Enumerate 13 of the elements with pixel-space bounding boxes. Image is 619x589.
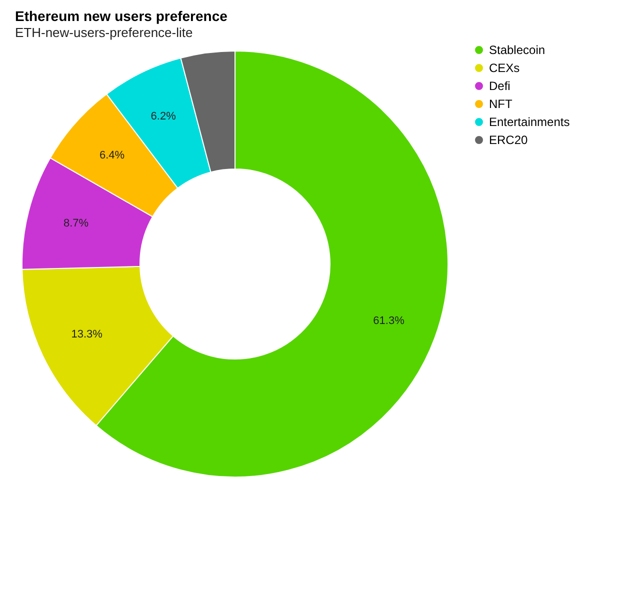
data-label: 61.3% bbox=[373, 315, 405, 328]
chart-subtitle: ETH-new-users-preference-lite bbox=[15, 25, 193, 40]
legend-label: Stablecoin bbox=[489, 43, 546, 57]
legend-label: NFT bbox=[489, 97, 513, 111]
data-label: 8.7% bbox=[63, 218, 89, 230]
data-label: 13.3% bbox=[71, 328, 103, 340]
legend-label: ERC20 bbox=[489, 133, 528, 147]
data-label: 6.4% bbox=[99, 150, 125, 162]
legend-label: Defi bbox=[489, 79, 510, 93]
legend-label: CEXs bbox=[489, 61, 520, 75]
data-label: 6.2% bbox=[150, 110, 176, 122]
legend-label: Entertainments bbox=[489, 115, 570, 129]
chart-title: Ethereum new users preference bbox=[15, 8, 228, 24]
